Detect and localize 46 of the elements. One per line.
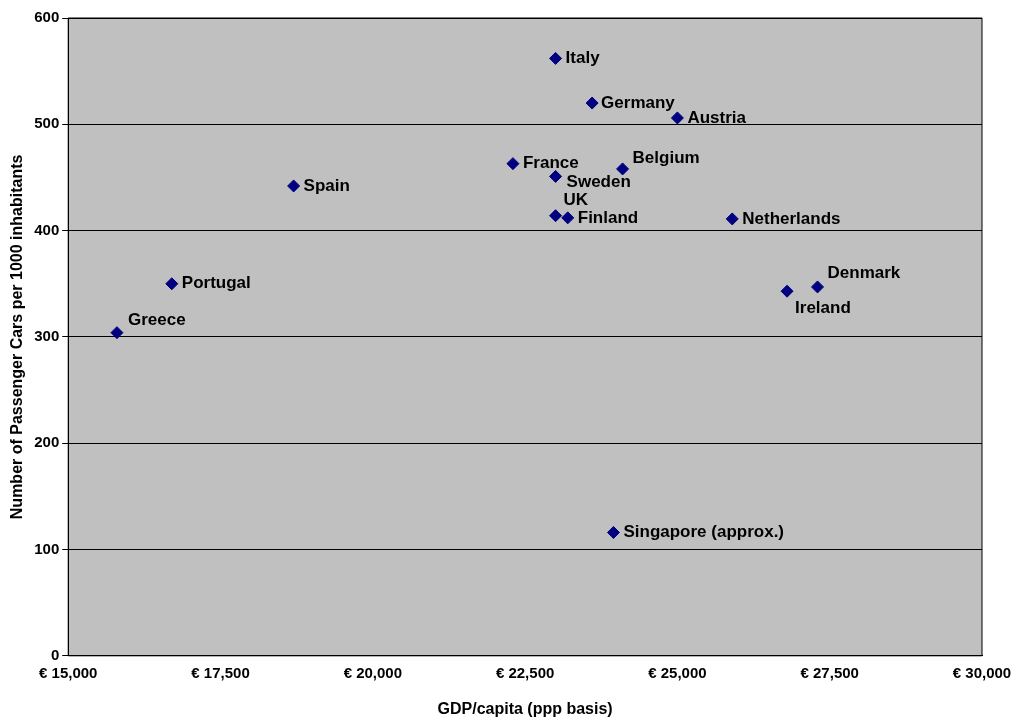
y-axis-title: Number of Passenger Cars per 1000 inhabitants xyxy=(8,154,26,520)
point xyxy=(549,169,563,183)
series-label: Spain xyxy=(303,175,350,195)
point xyxy=(585,96,599,110)
point xyxy=(616,162,630,176)
point xyxy=(606,525,620,539)
y-tick-label: 100 xyxy=(34,539,60,557)
series-label: Austria xyxy=(687,107,747,127)
point xyxy=(287,179,301,193)
series-label: Finland xyxy=(577,207,639,227)
series-label: Ireland xyxy=(795,297,851,317)
series-label: Denmark xyxy=(827,262,901,282)
series-label: Greece xyxy=(127,310,186,330)
series-label: Portugal xyxy=(181,273,251,293)
y-tick-label: 200 xyxy=(34,433,60,451)
x-tick-label: € 17,500 xyxy=(191,663,250,681)
series-label: Sweden xyxy=(566,172,631,192)
x-tick-label: € 20,000 xyxy=(343,663,403,681)
series-label: Italy xyxy=(565,48,601,68)
y-tick-label: 400 xyxy=(34,220,60,238)
y-tick-label: 500 xyxy=(34,114,60,132)
y-tick-label: 300 xyxy=(34,327,60,345)
point xyxy=(811,280,825,294)
x-tick-label: € 22,500 xyxy=(495,663,555,681)
y-tick-label: 600 xyxy=(34,8,60,26)
x-tick-label: € 25,000 xyxy=(648,663,707,681)
series-label: Belgium xyxy=(632,147,700,167)
y-tick-label: 0 xyxy=(50,645,60,663)
x-tick-label: € 27,500 xyxy=(800,663,859,681)
point xyxy=(780,284,794,298)
x-tick-label: € 15,000 xyxy=(39,663,98,681)
point xyxy=(670,111,684,125)
point xyxy=(506,157,520,171)
series-label: Singapore (approx.) xyxy=(623,522,785,542)
x-axis-title: GDP/capita (ppp basis) xyxy=(437,699,613,717)
point xyxy=(725,212,739,226)
series-label: UK xyxy=(563,190,589,210)
point xyxy=(549,51,563,65)
point xyxy=(110,326,124,340)
point xyxy=(165,277,179,291)
x-tick-label: € 30,000 xyxy=(952,663,1012,681)
point xyxy=(549,209,563,223)
series-label: Germany xyxy=(601,92,676,112)
series-label: France xyxy=(522,153,579,173)
point xyxy=(561,211,575,225)
series-label: Netherlands xyxy=(742,208,841,228)
